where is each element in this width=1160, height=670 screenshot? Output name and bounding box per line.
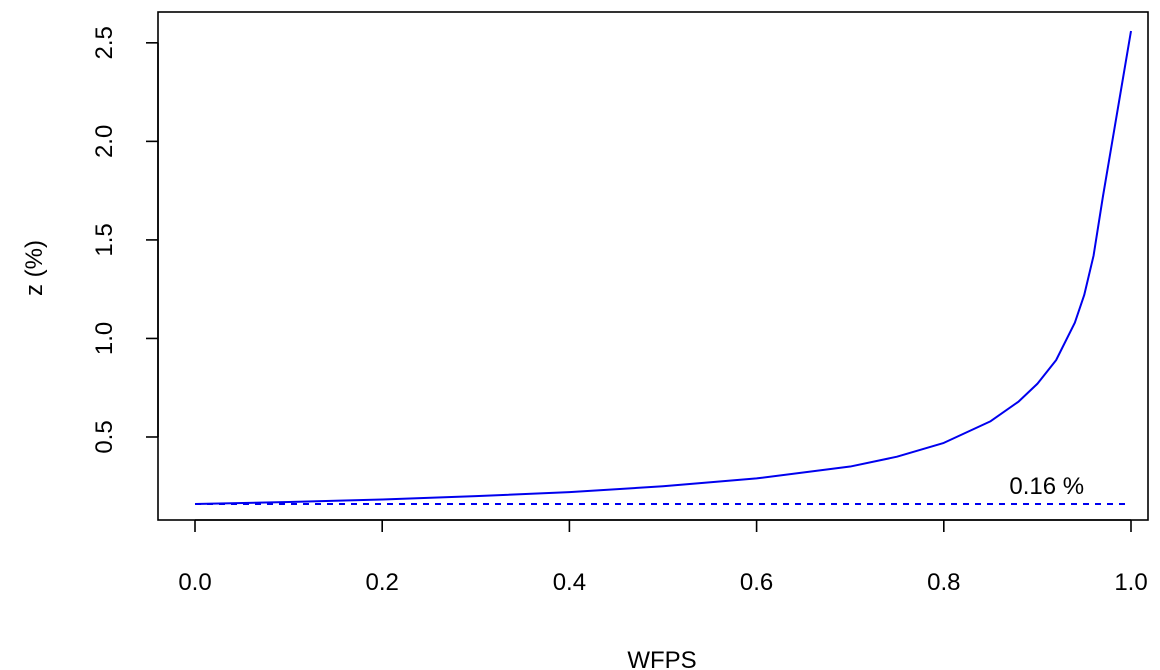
series-line [194, 30, 1132, 505]
x-tick-label: 0.6 [740, 569, 773, 596]
x-tick-label: 0.0 [178, 569, 211, 596]
y-tick-label: 1.5 [91, 223, 118, 256]
annotation-layer: 0.16 % [1009, 473, 1084, 500]
y-tick-label: 1.0 [91, 322, 118, 355]
plot-frame [157, 11, 1149, 521]
y-tick-label: 0.5 [91, 420, 118, 453]
x-tick-label: 0.4 [553, 569, 586, 596]
x-tick-label: 0.8 [927, 569, 960, 596]
x-tick-label: 1.0 [1114, 569, 1147, 596]
y-axis-label: z (%) [21, 240, 48, 296]
series-layer [194, 30, 1132, 505]
x-axis: 0.0 0.2 0.4 0.6 0.8 1.0 [178, 519, 1148, 596]
y-tick-label: 2.0 [91, 125, 118, 158]
x-axis-label: WFPS [627, 647, 696, 670]
y-axis: 0.5 1.0 1.5 2.0 2.5 [91, 26, 159, 454]
x-tick-label: 0.2 [366, 569, 399, 596]
reference-annotation: 0.16 % [1009, 473, 1084, 500]
y-tick-label: 2.5 [91, 26, 118, 59]
